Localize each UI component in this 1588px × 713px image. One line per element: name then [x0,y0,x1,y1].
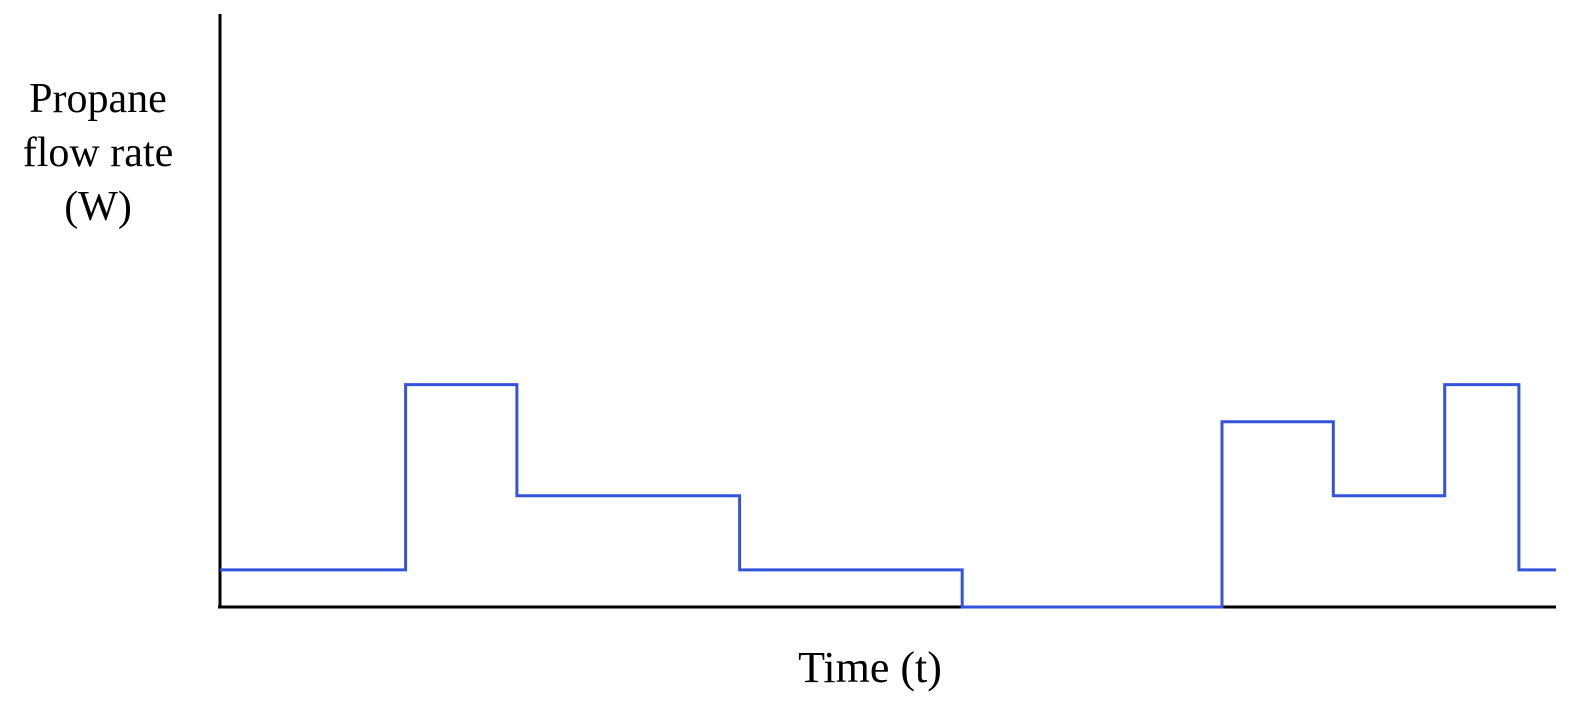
y-axis-label-line-1: Propane [29,76,167,122]
x-axis-label: Time (t) [798,643,942,692]
series-line [220,383,1556,609]
y-axis-label: Propane flow rate (W) [8,72,188,234]
y-axis-label-line-2: flow rate [22,130,174,176]
y-axis-label-line-3: (W) [64,184,132,230]
